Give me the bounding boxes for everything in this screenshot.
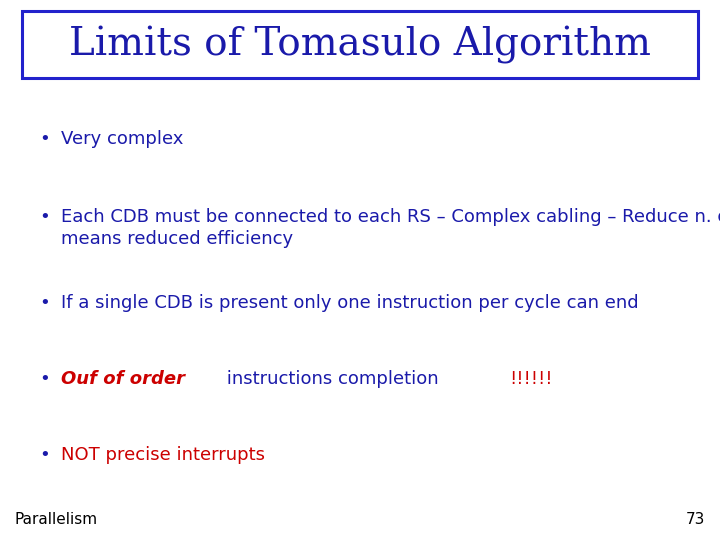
Text: 73: 73: [686, 511, 706, 526]
Text: If a single CDB is present only one instruction per cycle can end: If a single CDB is present only one inst…: [61, 294, 639, 312]
FancyBboxPatch shape: [22, 11, 698, 78]
Text: Ouf of order: Ouf of order: [61, 370, 185, 388]
Text: !!!!!!: !!!!!!: [510, 370, 553, 388]
Text: •: •: [40, 208, 50, 226]
Text: •: •: [40, 370, 50, 388]
Text: Parallelism: Parallelism: [14, 511, 97, 526]
Text: instructions completion: instructions completion: [221, 370, 444, 388]
Text: NOT precise interrupts: NOT precise interrupts: [61, 446, 265, 463]
Text: Limits of Tomasulo Algorithm: Limits of Tomasulo Algorithm: [69, 25, 651, 64]
Text: •: •: [40, 130, 50, 147]
Text: Very complex: Very complex: [61, 130, 184, 147]
Text: Each CDB must be connected to each RS – Complex cabling – Reduce n. of CDB
means: Each CDB must be connected to each RS – …: [61, 208, 720, 248]
Text: •: •: [40, 294, 50, 312]
Text: •: •: [40, 446, 50, 463]
